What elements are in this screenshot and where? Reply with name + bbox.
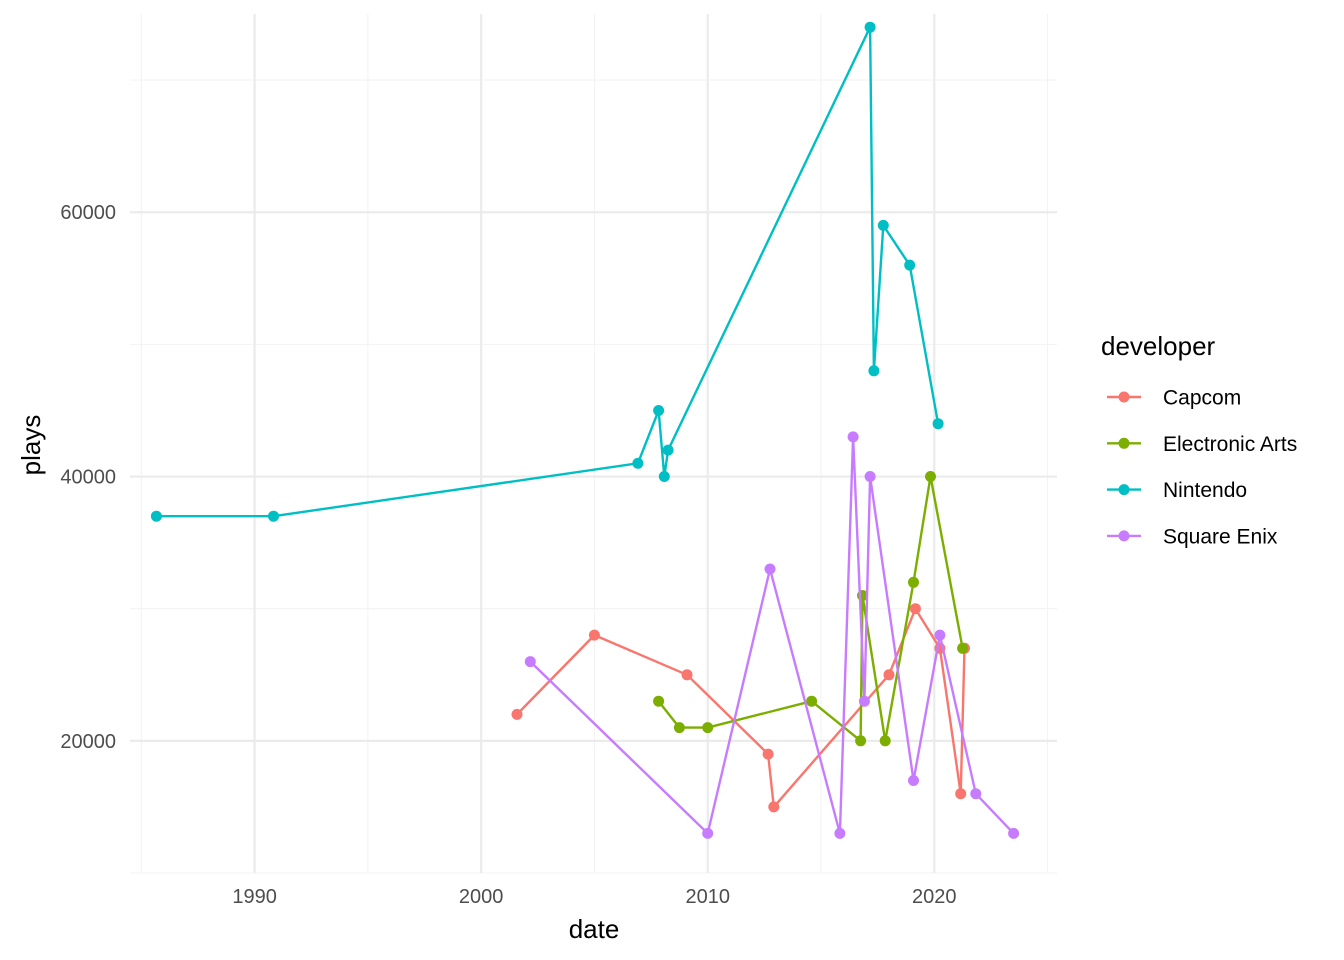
data-point-nintendo xyxy=(868,365,880,377)
x-tick-label: 1990 xyxy=(232,886,277,908)
data-point-electronic-arts xyxy=(702,722,714,734)
data-point-square-enix xyxy=(864,471,876,482)
data-point-nintendo xyxy=(150,510,162,522)
data-point-square-enix xyxy=(970,788,982,800)
legend-item-electronic-arts: Electronic Arts xyxy=(1107,433,1297,456)
data-point-nintendo xyxy=(268,510,279,522)
x-axis-title: date xyxy=(569,914,620,944)
data-point-nintendo xyxy=(864,21,876,33)
data-point-capcom xyxy=(768,801,780,813)
data-point-electronic-arts xyxy=(925,471,936,482)
data-point-nintendo xyxy=(658,471,670,482)
legend: developer Capcom Electronic Arts Nintendo S… xyxy=(1101,331,1297,548)
data-point-capcom xyxy=(511,708,523,720)
data-point-capcom xyxy=(883,669,895,681)
series-capcom xyxy=(511,603,970,813)
y-tick-label: 60000 xyxy=(60,202,116,224)
legend-label: Nintendo xyxy=(1163,479,1247,502)
ticks: 1990 2000 2010 2020 20000 40000 60000 xyxy=(60,202,956,908)
legend-label: Square Enix xyxy=(1163,525,1278,548)
data-point-square-enix xyxy=(934,629,946,641)
series-line-electronic-arts xyxy=(657,475,964,742)
series-layer xyxy=(150,21,1020,839)
data-point-square-enix xyxy=(834,827,846,839)
grid xyxy=(130,14,1057,874)
data-point-square-enix xyxy=(858,695,870,707)
data-point-nintendo xyxy=(877,219,889,231)
x-tick-label: 2020 xyxy=(912,886,957,908)
data-point-capcom xyxy=(909,603,921,615)
data-point-electronic-arts xyxy=(908,576,919,588)
data-point-nintendo xyxy=(632,457,644,469)
data-point-capcom xyxy=(955,788,967,800)
data-point-nintendo xyxy=(653,405,665,416)
legend-label: Electronic Arts xyxy=(1163,433,1297,456)
series-line-capcom xyxy=(516,607,966,809)
data-point-square-enix xyxy=(764,563,776,575)
data-point-electronic-arts xyxy=(806,695,818,707)
legend-key-point xyxy=(1118,437,1130,449)
data-point-capcom xyxy=(762,748,774,760)
data-point-nintendo xyxy=(904,259,916,271)
data-point-nintendo xyxy=(932,418,944,430)
x-tick-label: 2010 xyxy=(685,886,730,908)
data-point-square-enix xyxy=(847,431,859,443)
data-point-electronic-arts xyxy=(855,735,867,747)
data-point-square-enix xyxy=(702,827,714,839)
data-point-electronic-arts xyxy=(957,642,969,654)
legend-label: Capcom xyxy=(1163,387,1241,410)
legend-item-square-enix: Square Enix xyxy=(1107,525,1278,548)
data-point-electronic-arts xyxy=(879,735,891,747)
data-point-square-enix xyxy=(1008,827,1020,839)
legend-item-capcom: Capcom xyxy=(1107,387,1241,410)
legend-key-point xyxy=(1118,391,1130,403)
x-tick-label: 2000 xyxy=(459,886,504,908)
data-point-electronic-arts xyxy=(673,722,685,734)
legend-key-point xyxy=(1118,484,1130,496)
data-point-nintendo xyxy=(662,444,674,456)
data-point-capcom xyxy=(588,629,600,641)
legend-key-point xyxy=(1118,530,1130,542)
y-axis-title: plays xyxy=(16,415,46,476)
legend-item-nintendo: Nintendo xyxy=(1107,479,1247,502)
legend-title: developer xyxy=(1101,331,1216,361)
data-point-capcom xyxy=(681,669,693,681)
data-point-square-enix xyxy=(908,775,919,786)
y-tick-label: 20000 xyxy=(60,731,116,753)
data-point-square-enix xyxy=(524,656,536,668)
series-nintendo xyxy=(150,21,944,522)
series-square-enix xyxy=(524,431,1020,839)
y-tick-label: 40000 xyxy=(60,467,116,489)
series-electronic-arts xyxy=(653,471,969,747)
data-point-electronic-arts xyxy=(653,695,665,707)
